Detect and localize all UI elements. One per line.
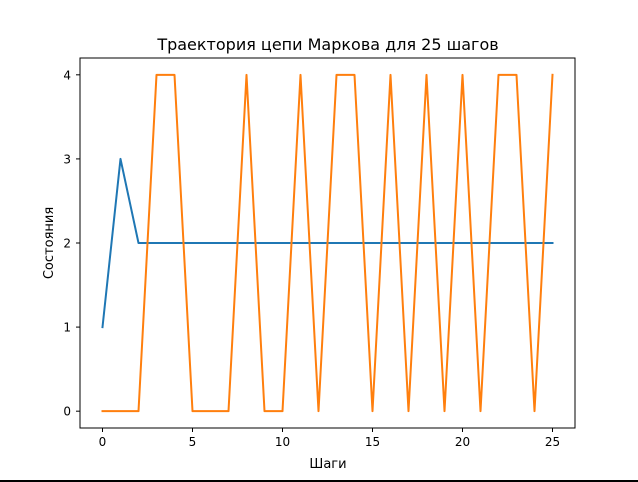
y-tick-label: 2: [63, 237, 71, 251]
y-tick-label: 4: [63, 68, 71, 82]
y-tick-label: 1: [63, 321, 71, 335]
x-tick-label: 25: [545, 435, 560, 449]
series-line-2: [101, 73, 554, 413]
series-layer: [101, 73, 554, 413]
x-axis-label: Шаги: [309, 457, 346, 472]
chart-title: Траектория цепи Маркова для 25 шагов: [156, 35, 498, 54]
y-axis: 0 1 2 3 4: [63, 68, 80, 419]
y-tick-label: 3: [63, 152, 71, 166]
bottom-edge-rule: [0, 480, 638, 482]
x-tick-label: 5: [189, 435, 197, 449]
x-tick-label: 0: [99, 435, 107, 449]
x-tick-label: 20: [455, 435, 470, 449]
y-axis-label: Состояния: [42, 207, 57, 279]
x-axis: 0 5 10 15 20 25: [99, 428, 560, 449]
x-tick-label: 10: [275, 435, 290, 449]
x-tick-label: 15: [365, 435, 380, 449]
y-tick-label: 0: [63, 405, 71, 419]
